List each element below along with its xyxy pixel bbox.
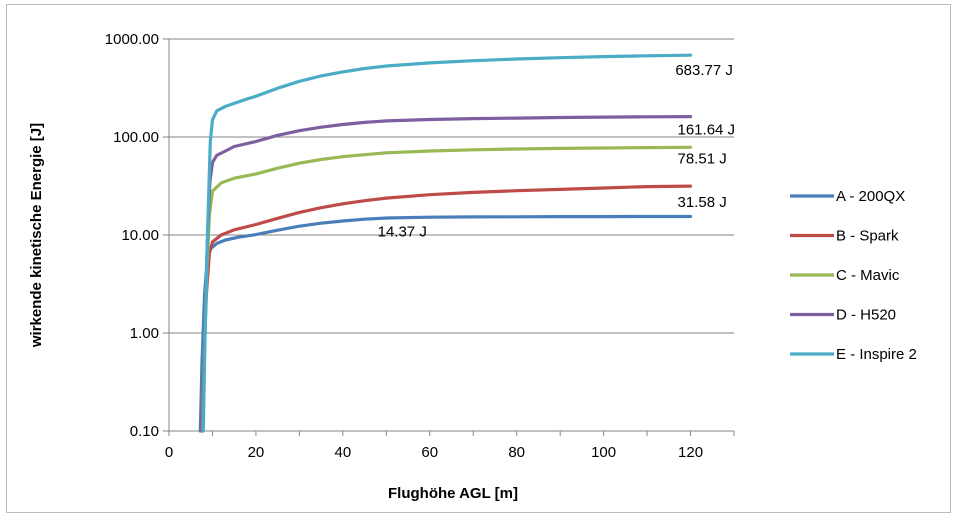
y-axis-title: wirkende kinetische Energie [J] [28,123,45,348]
axis-layer: 0.10 1.00 10.00 100.00 1000.00 0 20 40 60 80 100 12… [105,31,735,461]
legend-label-4: D - H520 [836,307,896,324]
series-line-2 [200,184,693,433]
x-tick-label: 80 [508,444,525,461]
x-tick-label: 0 [165,444,173,461]
series-line-3 [200,145,693,433]
label-layer: 14.37 J 31.58 J 78.51 J 161.64 J 683.77 J [378,62,735,240]
x-tick-label: 60 [421,444,438,461]
chart-frame: 0.10 1.00 10.00 100.00 1000.00 0 20 40 60 80 100 12… [6,4,951,513]
data-label-3: 78.51 J [678,150,727,167]
data-label-5: 683.77 J [675,62,733,79]
x-tick-label: 20 [248,444,265,461]
energy-vs-altitude-chart: 0.10 1.00 10.00 100.00 1000.00 0 20 40 60 80 100 12… [28,31,917,502]
series-line-1 [198,214,693,433]
series-line-4 [201,115,693,433]
legend-label-1: A - 200QX [836,188,905,205]
x-tick-label: 120 [678,444,703,461]
x-tick-label: 40 [335,444,352,461]
grid-layer [169,38,734,334]
y-tick-label: 10.00 [121,227,159,244]
data-label-1: 14.37 J [378,223,427,240]
data-label-4: 161.64 J [678,122,736,139]
x-axis-title: Flughöhe AGL [m] [388,485,518,502]
series-line-5 [201,53,693,433]
y-tick-label: 1.00 [130,325,159,342]
y-tick-label: 100.00 [113,129,159,146]
legend-label-5: E - Inspire 2 [836,346,917,363]
x-tick-label: 100 [591,444,616,461]
y-tick-label: 1000.00 [105,31,159,48]
series-layer [198,53,693,433]
legend: A - 200QX B - Spark C - Mavic D - H520 E - I… [790,188,917,363]
y-tick-label: 0.10 [130,423,159,440]
data-label-2: 31.58 J [678,194,727,211]
legend-label-2: B - Spark [836,228,899,245]
legend-label-3: C - Mavic [836,267,900,284]
